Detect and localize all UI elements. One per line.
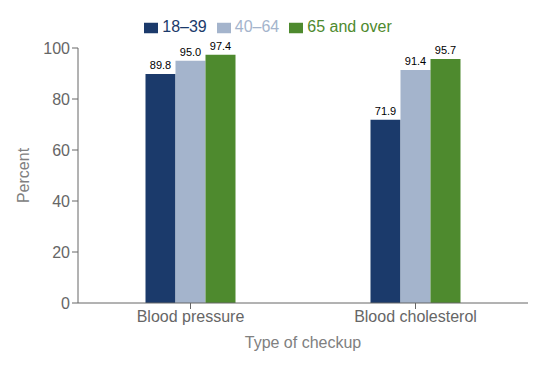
svg-text:91.4: 91.4 [405, 55, 426, 67]
svg-text:Type of checkup: Type of checkup [245, 334, 362, 351]
svg-text:20: 20 [52, 244, 70, 261]
svg-text:100: 100 [43, 40, 70, 57]
svg-text:89.8: 89.8 [150, 59, 171, 71]
svg-text:Blood pressure: Blood pressure [137, 308, 245, 325]
html-text:40–64: 40–64 [234, 18, 280, 35]
svg-text:97.4: 97.4 [210, 40, 231, 52]
svg-text:0: 0 [61, 295, 70, 312]
html-text:18–39: 18–39 [162, 18, 207, 35]
svg-text:Blood cholesterol: Blood cholesterol [354, 308, 477, 325]
html-text:65 and over: 65 and over [307, 18, 392, 35]
svg-text:95.0: 95.0 [180, 46, 201, 58]
svg-text:71.9: 71.9 [375, 105, 396, 117]
svg-text:60: 60 [52, 142, 70, 159]
svg-text:80: 80 [52, 91, 70, 108]
svg-text:Percent: Percent [15, 147, 32, 203]
svg-text:95.7: 95.7 [435, 44, 456, 56]
svg-text:40: 40 [52, 193, 70, 210]
